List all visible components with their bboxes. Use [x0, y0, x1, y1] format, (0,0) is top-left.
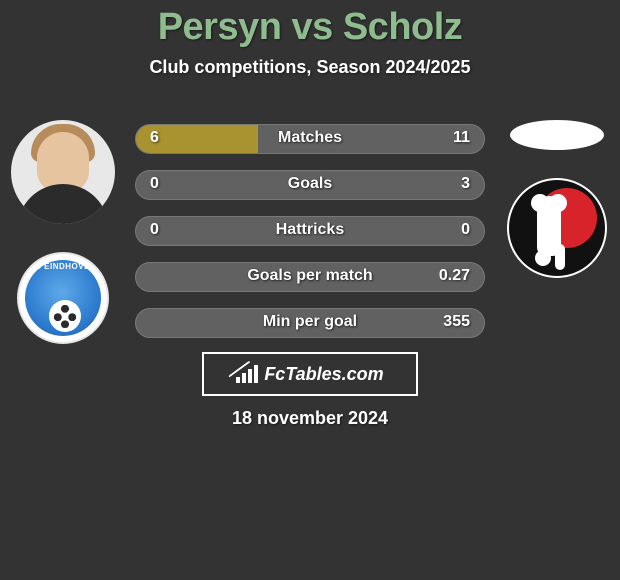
stat-label: Hattricks [136, 221, 484, 239]
stat-bar: Goals per match0.27 [135, 262, 485, 292]
brand-box: FcTables.com [202, 352, 418, 396]
stat-label: Goals per match [136, 267, 484, 285]
stat-value-right: 355 [443, 313, 470, 331]
avatar-body [17, 184, 109, 224]
left-player-column: FC EINDHOVEN [8, 120, 118, 344]
stat-value-right: 3 [461, 175, 470, 193]
stat-bar: 6Matches11 [135, 124, 485, 154]
subtitle: Club competitions, Season 2024/2025 [0, 57, 620, 78]
avatar-head [37, 132, 89, 192]
club-badge-left-text: FC EINDHOVEN [19, 262, 107, 271]
club-badge-right-ball [535, 250, 551, 266]
stat-bar: 0Hattricks0 [135, 216, 485, 246]
brand-text: FcTables.com [264, 364, 383, 385]
right-player-column [502, 120, 612, 278]
club-badge-left: FC EINDHOVEN [17, 252, 109, 344]
stat-label: Goals [136, 175, 484, 193]
player-avatar-left [11, 120, 115, 224]
club-badge-right [507, 178, 607, 278]
stat-value-right: 0 [461, 221, 470, 239]
stat-label: Min per goal [136, 313, 484, 331]
club-badge-right-leg [555, 244, 565, 270]
stat-label: Matches [136, 129, 484, 147]
stat-bar: 0Goals3 [135, 170, 485, 200]
stats-bars: 6Matches110Goals30Hattricks0Goals per ma… [135, 124, 485, 354]
date-text: 18 november 2024 [0, 408, 620, 429]
stat-value-right: 11 [453, 129, 470, 147]
stat-value-right: 0.27 [439, 267, 470, 285]
soccer-ball-icon [49, 300, 81, 332]
bar-chart-icon [236, 365, 258, 383]
stat-bar: Min per goal355 [135, 308, 485, 338]
player-avatar-right-placeholder [510, 120, 604, 150]
page-title: Persyn vs Scholz [0, 0, 620, 49]
